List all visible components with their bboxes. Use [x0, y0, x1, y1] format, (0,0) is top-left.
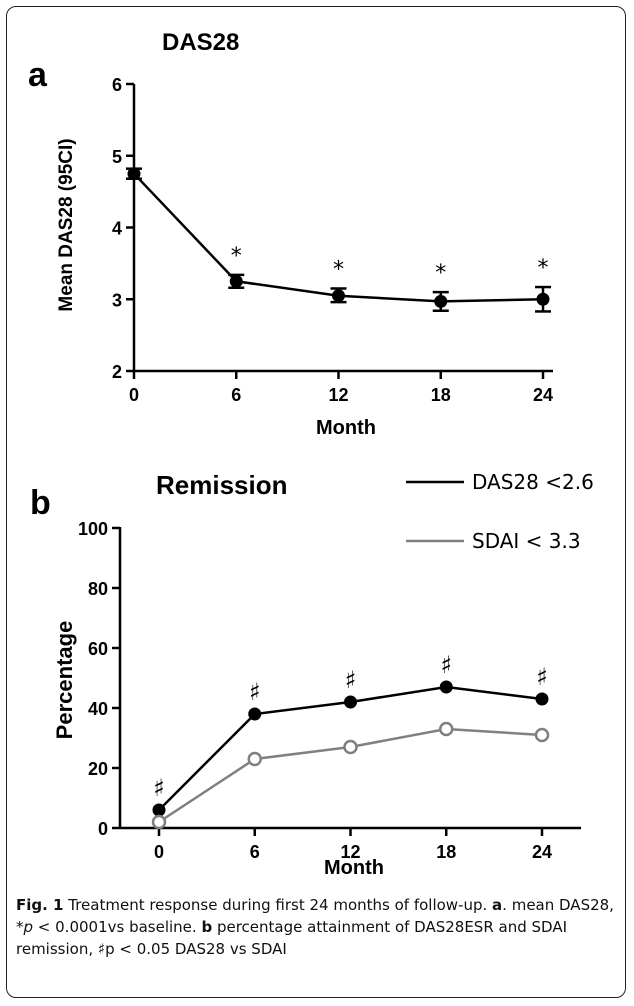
x-tick-label: 24 [532, 842, 552, 862]
data-point [536, 292, 550, 306]
significance-marker: ♯ [153, 774, 165, 802]
figure-frame [6, 6, 626, 998]
legend-label: SDAI < 3.3 [472, 529, 581, 553]
caption-b-label: b [201, 918, 213, 936]
panel-label-a: a [28, 56, 48, 94]
x-axis-label-b: Month [324, 857, 384, 879]
y-tick-label: 20 [88, 759, 108, 779]
y-tick-label: 5 [112, 147, 122, 167]
y-tick-label: 4 [112, 219, 122, 239]
data-point [439, 680, 453, 694]
y-axis-label-b: Percentage [52, 621, 77, 740]
chart-title-a: DAS28 [162, 29, 239, 56]
caption-text-2: . mean DAS28, * [16, 896, 614, 936]
data-point [535, 692, 549, 706]
x-tick-label: 0 [129, 385, 139, 405]
caption-text-3: < 0.0001vs baseline. [33, 918, 202, 936]
figure-caption: Fig. 1 Treatment response during first 2… [16, 894, 618, 960]
data-point [229, 274, 243, 288]
x-tick-label: 6 [231, 385, 241, 405]
y-tick-label: 100 [78, 519, 108, 539]
data-point [534, 727, 550, 743]
y-tick-label: 60 [88, 639, 108, 659]
significance-marker: ♯ [536, 663, 548, 691]
x-tick-label: 6 [250, 842, 260, 862]
significance-marker: ♯ [345, 666, 357, 694]
data-point [151, 814, 167, 830]
y-tick-label: 80 [88, 579, 108, 599]
significance-marker: * [538, 256, 549, 281]
y-axis-label-a: Mean DAS28 (95CI) [56, 138, 77, 311]
data-point [152, 803, 166, 817]
x-tick-label: 18 [431, 385, 451, 405]
x-tick-label: 18 [436, 842, 456, 862]
significance-marker: * [231, 244, 242, 269]
caption-fig-label: Fig. 1 [16, 896, 64, 914]
data-point [344, 695, 357, 709]
x-tick-label: 24 [533, 385, 553, 405]
data-point [332, 289, 345, 303]
significance-marker: * [333, 257, 344, 282]
caption-p-italic: p [23, 918, 34, 936]
panel-label-b: b [30, 484, 51, 522]
y-tick-label: 3 [112, 290, 122, 310]
data-point [247, 751, 262, 767]
y-tick-label: 40 [88, 699, 108, 719]
x-tick-label: 12 [340, 842, 360, 862]
chart-panel-a: a DAS28 2 3 4 5 6 0 6 12 18 24 * * * * Month Mean D… [28, 29, 553, 439]
x-axis-label-a: Month [316, 417, 376, 439]
data-point [248, 707, 262, 721]
x-tick-label: 12 [328, 385, 348, 405]
caption-a-label: a [492, 896, 503, 914]
y-tick-label: 2 [112, 362, 122, 382]
y-tick-label: 6 [112, 75, 122, 95]
data-point [127, 167, 141, 181]
data-point [434, 294, 448, 308]
caption-text-4: percentage attainment of DAS28ESR and SD… [16, 918, 568, 958]
chart-title-b: Remission [156, 470, 288, 500]
significance-marker: ♯ [249, 678, 261, 706]
x-tick-label: 0 [154, 842, 164, 862]
data-point [439, 721, 454, 737]
legend-label: DAS28 <2.6 [472, 470, 594, 494]
significance-marker: ♯ [440, 651, 452, 679]
caption-text-1: Treatment response during first 24 month… [63, 896, 493, 914]
data-point [343, 739, 358, 755]
y-tick-label: 0 [98, 819, 108, 839]
significance-marker: * [435, 261, 446, 286]
